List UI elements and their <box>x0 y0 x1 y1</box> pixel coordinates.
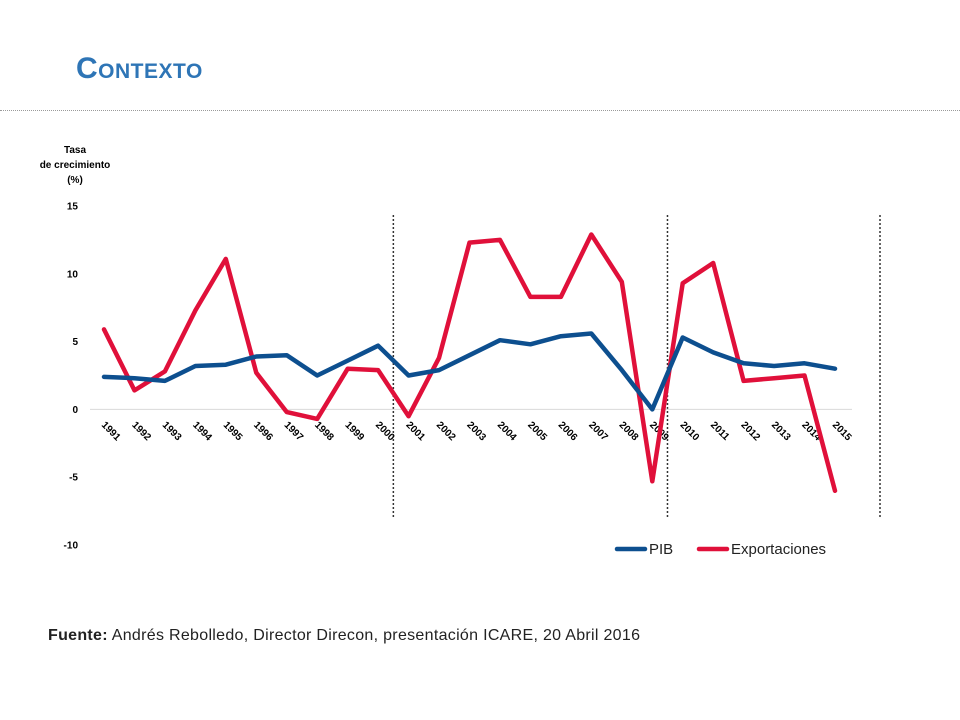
x-tick-label: 2008 <box>617 420 641 444</box>
y-axis-label-line: Tasa <box>64 145 86 156</box>
x-tick-label: 1996 <box>251 420 275 444</box>
x-tick-label: 2004 <box>495 420 519 444</box>
y-axis-label: Tasa de crecimiento (%) <box>40 145 111 186</box>
period-markers <box>392 215 881 518</box>
x-tick-label: 2007 <box>586 420 610 444</box>
x-tick-label: 2002 <box>434 420 458 444</box>
y-axis-label-line: de crecimiento <box>40 160 111 171</box>
x-axis-ticks: 1991 1992 1993 1994 1995 1996 1997 1998 1999 2000… <box>99 420 854 444</box>
legend: PIB Exportaciones <box>614 541 826 558</box>
series-lines <box>101 232 838 494</box>
y-tick-label: 0 <box>72 405 78 416</box>
x-tick-label: 2005 <box>525 420 549 444</box>
y-tick-label: -5 <box>69 473 78 484</box>
title-divider <box>0 110 960 111</box>
x-tick-label: 2006 <box>556 420 580 444</box>
source-text: Andrés Rebolledo, Director Direcon, pres… <box>111 627 641 644</box>
y-tick-label: 5 <box>72 337 78 348</box>
y-tick-label: 10 <box>67 269 79 280</box>
x-tick-label: 1991 <box>99 420 123 444</box>
x-tick-label: 2011 <box>708 420 731 443</box>
y-axis-ticks: 15 10 5 0 -5 -10 <box>64 202 79 552</box>
series-line-exportaciones <box>101 232 838 494</box>
x-tick-label: 1997 <box>282 420 306 444</box>
x-tick-label: 1994 <box>190 420 214 444</box>
series-line-pib <box>101 331 838 412</box>
y-tick-label: -10 <box>64 541 79 552</box>
x-tick-label: 1998 <box>312 420 336 444</box>
y-tick-label: 15 <box>67 202 79 213</box>
x-tick-label: 2012 <box>739 420 763 444</box>
slide-title: Contexto <box>76 52 203 85</box>
y-axis-label-line: (%) <box>67 175 83 186</box>
x-tick-label: 2001 <box>403 420 427 444</box>
x-tick-label: 1993 <box>160 420 184 444</box>
source-note: Fuente: Andrés Rebolledo, Director Direc… <box>48 627 640 645</box>
x-tick-label: 2015 <box>830 420 854 444</box>
x-tick-label: 1995 <box>221 420 245 444</box>
legend-label-pib: PIB <box>649 541 673 558</box>
x-tick-label: 2003 <box>464 420 488 444</box>
x-tick-label: 2013 <box>769 420 793 444</box>
x-tick-label: 1992 <box>129 420 153 444</box>
legend-label-exportaciones: Exportaciones <box>731 541 826 558</box>
x-tick-label: 2010 <box>678 420 702 444</box>
x-tick-label: 1999 <box>343 420 367 444</box>
source-label: Fuente: <box>48 627 108 644</box>
